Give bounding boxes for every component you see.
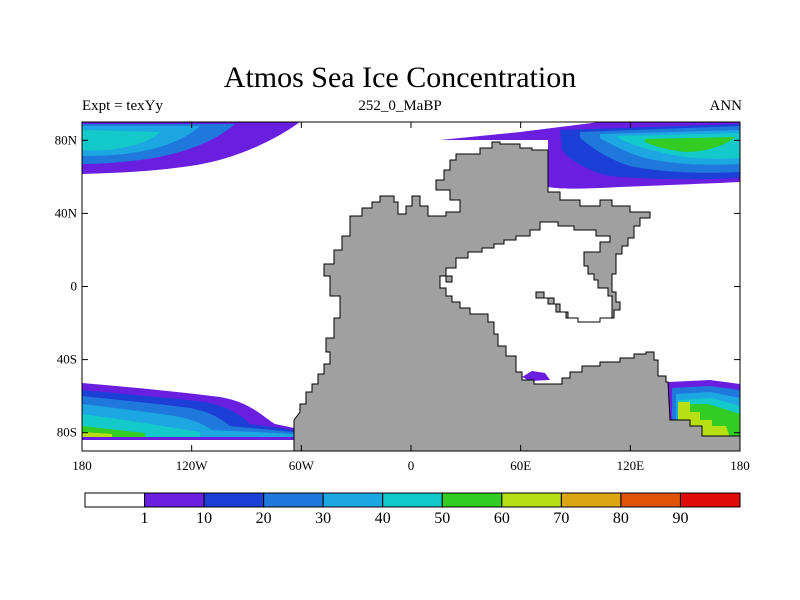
colorbar-swatch: [441, 492, 503, 508]
colorbar-label: 90: [672, 510, 688, 527]
x-tick-label: 180: [72, 458, 92, 473]
colorbar-label: 60: [494, 510, 510, 527]
map-field: [82, 122, 740, 451]
experiment-label: Expt = texYy: [82, 98, 163, 114]
colorbar-swatch: [501, 492, 562, 508]
sea-ice-north-west: [82, 122, 300, 174]
x-tick-label: 60W: [289, 458, 315, 473]
colorbar-swatch: [144, 492, 205, 508]
colorbar-label: 20: [256, 510, 272, 527]
sea-ice-south-west: [82, 383, 294, 440]
x-tick-label: 60E: [510, 458, 531, 473]
map-axes: 180 120W 60W 0 60E 120E 180 80N 40N 0 40S 80S: [55, 122, 750, 473]
colorbar-swatch: [84, 492, 146, 508]
colorbar-label: 70: [553, 510, 569, 527]
x-tick-label: 0: [408, 458, 415, 473]
period-label: 252_0_MaBP: [358, 98, 442, 114]
season-label: ANN: [709, 98, 743, 114]
y-tick-label: 80S: [57, 425, 77, 440]
colorbar-swatch: [620, 492, 681, 508]
x-tick-label: 180: [730, 458, 750, 473]
colorbar-label: 1: [141, 510, 149, 527]
ice-contour-north-east-6: [645, 137, 735, 152]
chart-title: Atmos Sea Ice Concentration: [223, 61, 577, 94]
sea-ice-north-east: [440, 122, 740, 189]
colorbar-label: 80: [613, 510, 629, 527]
y-tick-label: 80N: [55, 132, 78, 147]
colorbar: 1 10 20 30 40 50 60 70 80 90: [84, 492, 741, 527]
y-tick-label: 40N: [55, 205, 78, 220]
colorbar-swatch: [560, 492, 622, 508]
colorbar-label: 50: [434, 510, 450, 527]
y-tick-label: 0: [71, 279, 78, 294]
colorbar-label: 10: [196, 510, 212, 527]
ice-contour-north-west-4: [82, 130, 160, 151]
ice-contour-south-east-7: [522, 371, 550, 381]
colorbar-label: 40: [375, 510, 391, 527]
colorbar-swatch: [679, 492, 741, 508]
land-mask-island: [445, 275, 453, 283]
x-tick-label: 120E: [617, 458, 645, 473]
colorbar-swatch: [203, 492, 265, 508]
land-mask: [293, 141, 740, 451]
colorbar-label: 30: [315, 510, 331, 527]
colorbar-swatch: [263, 492, 324, 508]
ice-contour-south-west-7: [82, 432, 112, 437]
colorbar-swatch: [382, 492, 443, 508]
y-tick-label: 40S: [57, 352, 77, 367]
x-tick-label: 120W: [176, 458, 209, 473]
colorbar-swatch: [322, 492, 384, 508]
